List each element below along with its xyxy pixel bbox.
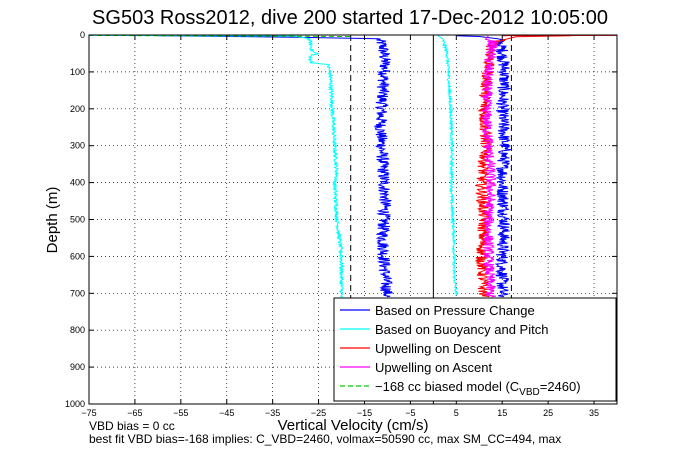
x-tick-label: 5: [454, 408, 459, 418]
x-tick-label: −65: [127, 408, 142, 418]
footer-vbd-bias: VBD bias = 0 cc: [89, 419, 175, 433]
series-line-0: [157, 35, 393, 298]
y-tick-label: 0: [80, 30, 85, 40]
y-tick-label: 600: [70, 251, 85, 261]
series-line-5: [480, 35, 499, 298]
series-line-1: [456, 35, 513, 298]
y-tick-label: 900: [70, 362, 85, 372]
y-tick-label: 100: [70, 67, 85, 77]
y-tick-label: 700: [70, 288, 85, 298]
footer-best-fit: best fit VBD bias=-168 implies: C_VBD=24…: [89, 432, 562, 446]
legend-label: Based on Buoyancy and Pitch: [375, 322, 548, 337]
x-tick-label: −15: [357, 408, 372, 418]
y-axis-label: Depth (m): [44, 187, 61, 254]
y-tick-label: 800: [70, 325, 85, 335]
y-tick-label: 200: [70, 104, 85, 114]
legend: Based on Pressure Change Based on Buoyanc…: [333, 297, 617, 402]
x-tick-label: −5: [405, 408, 415, 418]
x-tick-label: 25: [543, 408, 553, 418]
x-tick-label: −45: [219, 408, 234, 418]
series-line-2: [88, 34, 346, 298]
legend-label: Based on Pressure Change: [375, 303, 535, 318]
y-tick-label: 300: [70, 141, 85, 151]
series-line-3: [437, 35, 458, 296]
chart-title: SG503 Ross2012, dive 200 started 17-Dec-…: [92, 7, 608, 29]
legend-label: Upwelling on Ascent: [375, 360, 492, 375]
y-tick-label: 500: [70, 215, 85, 225]
x-tick-label: −75: [81, 408, 96, 418]
legend-box: [333, 297, 617, 402]
x-tick-label: 15: [497, 408, 507, 418]
axis-ticks: −75 −65 −55 −45 −35 −25 −15 −5 5 15 25 350100200300…: [65, 30, 617, 418]
legend-label: Upwelling on Descent: [375, 341, 501, 356]
series-line-4: [474, 35, 572, 298]
x-axis-label: Vertical Velocity (cm/s): [278, 417, 429, 434]
x-tick-label: −35: [265, 408, 280, 418]
x-tick-label: −55: [173, 408, 188, 418]
x-tick-label: 35: [589, 408, 599, 418]
x-tick-label: −25: [311, 408, 326, 418]
y-tick-label: 400: [70, 178, 85, 188]
y-tick-label: 1000: [65, 399, 85, 409]
